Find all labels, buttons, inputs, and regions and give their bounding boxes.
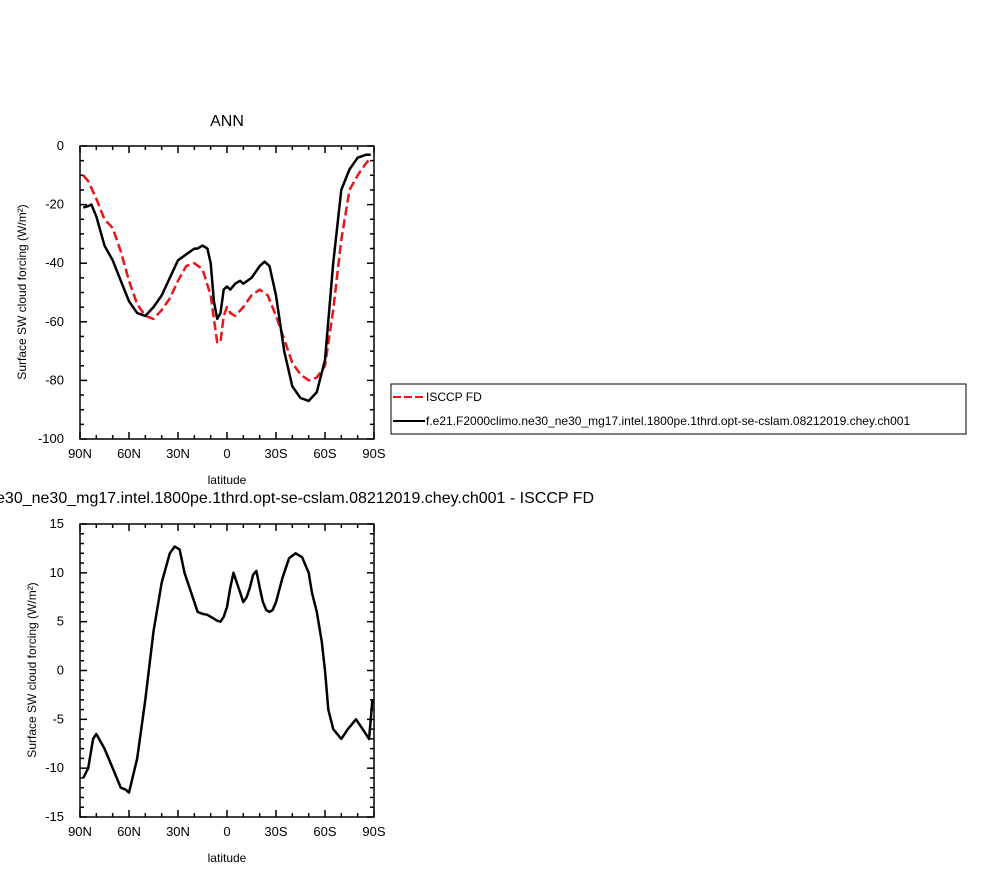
y-tick-label: -100 <box>38 431 64 446</box>
bottom-chart-ticks <box>79 523 375 818</box>
x-tick-label: 0 <box>223 824 230 839</box>
bottom-chart-frame <box>79 523 375 818</box>
y-tick-label: 15 <box>50 516 64 531</box>
y-tick-label: 5 <box>57 614 64 629</box>
x-tick-label: 30S <box>264 446 287 461</box>
x-tick-label: 90N <box>68 446 92 461</box>
x-tick-label: 30N <box>166 446 190 461</box>
y-tick-label: -80 <box>45 372 64 387</box>
bottom-x-tick-labels: 90N 60N 30N 0 30S 60S 90S <box>68 824 386 839</box>
x-tick-label: 90S <box>362 824 385 839</box>
y-tick-label: 10 <box>50 565 64 580</box>
y-tick-label: -15 <box>45 809 64 824</box>
bottom-chart-series-group <box>82 545 374 794</box>
top-chart-series-group <box>82 153 372 403</box>
legend-box <box>390 383 967 435</box>
bottom-x-axis-label: latitude <box>208 851 247 865</box>
y-tick-label: -5 <box>52 711 64 726</box>
top-chart-panel: ANN 90N 60N 30N 0 30S 60S 90S 0 -20 -40 -60 -80 -10… <box>15 113 386 487</box>
y-tick-label: -20 <box>45 197 64 212</box>
bottom-y-tick-labels: 15 10 5 0 -5 -10 -15 <box>45 516 64 824</box>
x-tick-label: 90N <box>68 824 92 839</box>
y-tick-label: 0 <box>57 663 64 678</box>
top-y-tick-labels: 0 -20 -40 -60 -80 -100 <box>38 138 64 446</box>
x-tick-label: 0 <box>223 446 230 461</box>
x-tick-label: 60N <box>117 824 141 839</box>
x-tick-label: 60N <box>117 446 141 461</box>
x-tick-label: 30S <box>264 824 287 839</box>
x-tick-label: 90S <box>362 446 385 461</box>
legend: ISCCP FD f.e21.F2000climo.ne30_ne30_mg17… <box>390 383 967 435</box>
legend-label-model: f.e21.F2000climo.ne30_ne30_mg17.intel.18… <box>426 414 910 428</box>
top-chart-frame <box>79 145 375 440</box>
x-tick-label: 60S <box>313 446 336 461</box>
top-y-axis-label: Surface SW cloud forcing (W/m²) <box>15 204 29 379</box>
legend-label-isccp: ISCCP FD <box>426 390 482 404</box>
bottom-series-line-0 <box>82 545 374 794</box>
top-series-line-0 <box>82 156 372 382</box>
x-tick-label: 30N <box>166 824 190 839</box>
top-x-tick-labels: 90N 60N 30N 0 30S 60S 90S <box>68 446 386 461</box>
bottom-y-axis-label: Surface SW cloud forcing (W/m²) <box>25 582 39 757</box>
top-series-line-1 <box>82 153 371 403</box>
y-tick-label: -40 <box>45 255 64 270</box>
y-tick-label: -60 <box>45 314 64 329</box>
top-chart-title: ANN <box>210 113 244 130</box>
y-tick-label: -10 <box>45 760 64 775</box>
top-x-axis-label: latitude <box>208 473 247 487</box>
x-tick-label: 60S <box>313 824 336 839</box>
y-tick-label: 0 <box>57 138 64 153</box>
bottom-chart-title: f.e21.F2000climo.ne30_ne30_mg17.intel.18… <box>0 490 594 507</box>
bottom-chart-panel: f.e21.F2000climo.ne30_ne30_mg17.intel.18… <box>0 490 594 865</box>
